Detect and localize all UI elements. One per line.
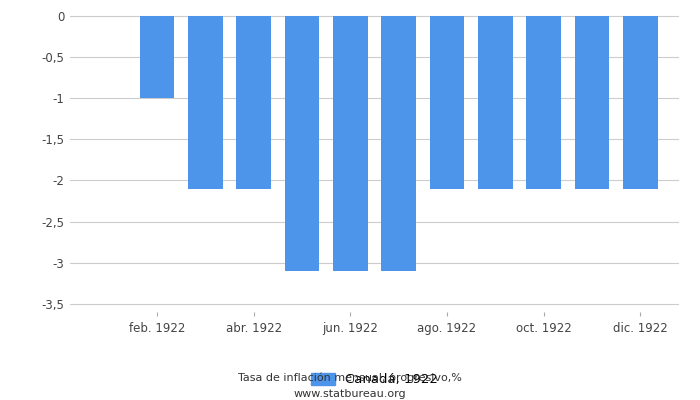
Bar <box>333 16 368 271</box>
Legend: Canadá, 1922: Canadá, 1922 <box>311 372 438 386</box>
Bar <box>188 16 223 189</box>
Bar <box>478 16 512 189</box>
Text: www.statbureau.org: www.statbureau.org <box>294 389 406 399</box>
Bar <box>526 16 561 189</box>
Bar <box>575 16 610 189</box>
Bar <box>139 16 174 98</box>
Bar <box>382 16 416 271</box>
Bar <box>237 16 271 189</box>
Bar <box>623 16 658 189</box>
Bar <box>430 16 464 189</box>
Text: Tasa de inflación mensual, progresivo,%: Tasa de inflación mensual, progresivo,% <box>238 373 462 383</box>
Bar <box>285 16 319 271</box>
